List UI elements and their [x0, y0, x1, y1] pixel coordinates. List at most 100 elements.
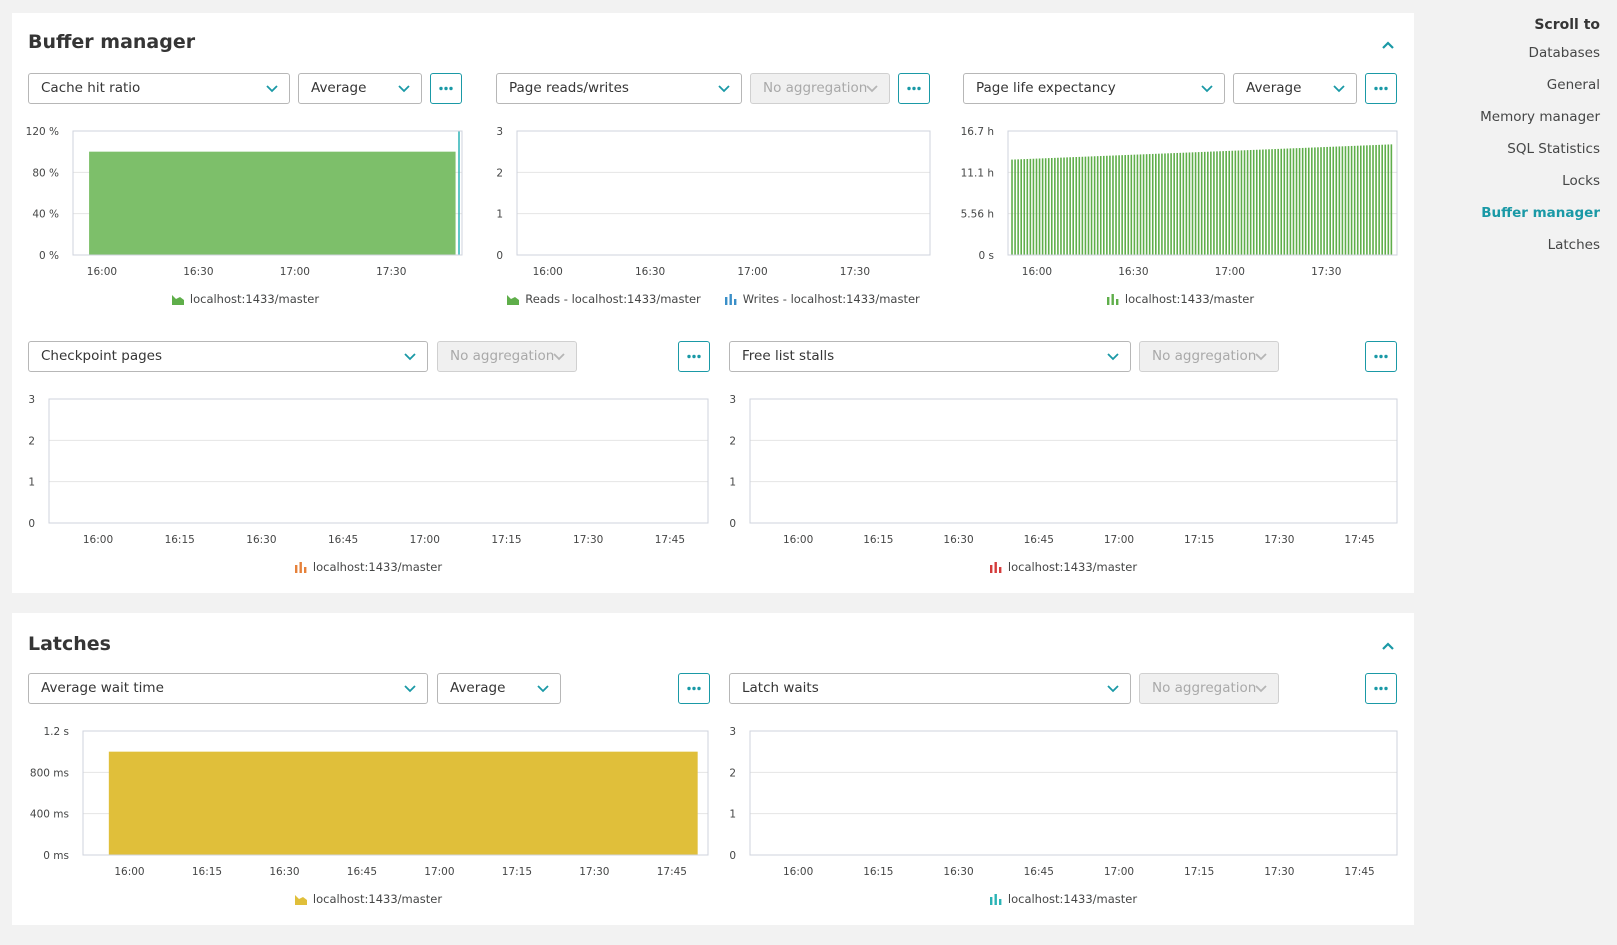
bar[interactable]: [1359, 145, 1362, 255]
bar[interactable]: [1332, 146, 1335, 255]
more-options-button[interactable]: [430, 73, 462, 104]
bar[interactable]: [1109, 155, 1111, 255]
aggregation-select[interactable]: Average: [298, 73, 422, 104]
bar[interactable]: [1255, 149, 1258, 255]
bar[interactable]: [1011, 159, 1013, 255]
legend-item[interactable]: localhost:1433/master: [989, 560, 1137, 574]
bar[interactable]: [1106, 155, 1108, 255]
bar[interactable]: [1237, 150, 1240, 255]
collapse-chevron-up-icon[interactable]: [1378, 636, 1398, 656]
bar[interactable]: [1017, 159, 1019, 255]
bar[interactable]: [1280, 148, 1283, 255]
bar[interactable]: [1350, 145, 1353, 255]
bar[interactable]: [1369, 145, 1371, 255]
bar[interactable]: [1381, 144, 1383, 255]
bar[interactable]: [1182, 152, 1185, 255]
nav-item-locks[interactable]: Locks: [1562, 173, 1600, 189]
bar[interactable]: [1366, 145, 1368, 255]
bar[interactable]: [1200, 151, 1203, 255]
bar[interactable]: [1050, 157, 1053, 255]
bar[interactable]: [1142, 154, 1145, 255]
bar[interactable]: [1304, 147, 1307, 255]
bar[interactable]: [1032, 158, 1035, 255]
bar[interactable]: [1298, 148, 1301, 255]
bar[interactable]: [1277, 148, 1279, 255]
bar[interactable]: [1228, 150, 1231, 255]
bar[interactable]: [1363, 145, 1365, 255]
nav-item-sql-statistics[interactable]: SQL Statistics: [1507, 141, 1600, 157]
bar[interactable]: [1335, 146, 1338, 255]
bar[interactable]: [1283, 148, 1286, 255]
bar[interactable]: [1084, 156, 1087, 255]
area-series[interactable]: [108, 751, 698, 855]
bar[interactable]: [1347, 146, 1350, 255]
legend-item[interactable]: localhost:1433/master: [294, 560, 442, 574]
bar[interactable]: [1356, 145, 1359, 255]
bar[interactable]: [1145, 154, 1148, 255]
metric-select[interactable]: Page reads/writes: [496, 73, 742, 104]
bar[interactable]: [1176, 152, 1179, 255]
bar[interactable]: [1057, 157, 1059, 255]
bar[interactable]: [1231, 150, 1234, 255]
bar[interactable]: [1243, 150, 1246, 255]
metric-select[interactable]: Free list stalls: [729, 341, 1131, 372]
bar[interactable]: [1075, 157, 1078, 255]
bar[interactable]: [1307, 147, 1310, 255]
bar[interactable]: [1216, 151, 1218, 255]
bar[interactable]: [1115, 155, 1117, 255]
nav-item-databases[interactable]: Databases: [1528, 45, 1600, 61]
bar[interactable]: [1179, 152, 1182, 255]
nav-item-general[interactable]: General: [1546, 77, 1600, 93]
bar[interactable]: [1213, 151, 1215, 255]
bar[interactable]: [1151, 153, 1154, 255]
bar[interactable]: [1320, 147, 1322, 255]
bar[interactable]: [1301, 147, 1304, 255]
bar[interactable]: [1194, 152, 1197, 255]
bar[interactable]: [1069, 157, 1071, 255]
bar[interactable]: [1133, 154, 1136, 255]
bar[interactable]: [1384, 144, 1387, 255]
bar[interactable]: [1249, 150, 1252, 255]
bar[interactable]: [1378, 144, 1380, 255]
bar[interactable]: [1060, 157, 1062, 255]
bar[interactable]: [1026, 158, 1029, 255]
bar[interactable]: [1047, 158, 1050, 255]
nav-item-latches[interactable]: Latches: [1547, 237, 1600, 253]
bar[interactable]: [1063, 157, 1065, 256]
bar[interactable]: [1127, 154, 1130, 255]
bar[interactable]: [1139, 154, 1142, 255]
bar[interactable]: [1341, 146, 1344, 255]
bar[interactable]: [1167, 153, 1169, 255]
bar[interactable]: [1311, 147, 1313, 255]
bar[interactable]: [1148, 154, 1151, 255]
bar[interactable]: [1173, 153, 1175, 255]
metric-select[interactable]: Page life expectancy: [963, 73, 1225, 104]
bar[interactable]: [1014, 159, 1016, 255]
bar[interactable]: [1225, 150, 1227, 255]
bar[interactable]: [1090, 156, 1093, 255]
metric-select[interactable]: Cache hit ratio: [28, 73, 290, 104]
bar[interactable]: [1207, 151, 1209, 255]
metric-select[interactable]: Checkpoint pages: [28, 341, 428, 372]
bar[interactable]: [1185, 152, 1188, 255]
area-series[interactable]: [89, 151, 456, 255]
bar[interactable]: [1274, 149, 1276, 255]
bar[interactable]: [1292, 148, 1295, 255]
more-options-button[interactable]: [1365, 673, 1397, 704]
bar[interactable]: [1072, 157, 1075, 255]
bar[interactable]: [1035, 158, 1038, 255]
bar[interactable]: [1246, 150, 1249, 255]
bar[interactable]: [1102, 155, 1105, 255]
more-options-button[interactable]: [898, 73, 930, 104]
bar[interactable]: [1295, 148, 1298, 255]
bar[interactable]: [1210, 151, 1212, 255]
bar[interactable]: [1130, 154, 1133, 255]
bar[interactable]: [1155, 153, 1157, 255]
bar[interactable]: [1289, 148, 1292, 255]
bar[interactable]: [1314, 147, 1316, 255]
bar[interactable]: [1259, 149, 1261, 255]
bar[interactable]: [1136, 154, 1139, 255]
legend-item[interactable]: Reads - localhost:1433/master: [507, 292, 701, 306]
bar[interactable]: [1390, 144, 1393, 255]
legend-item[interactable]: localhost:1433/master: [294, 892, 442, 906]
